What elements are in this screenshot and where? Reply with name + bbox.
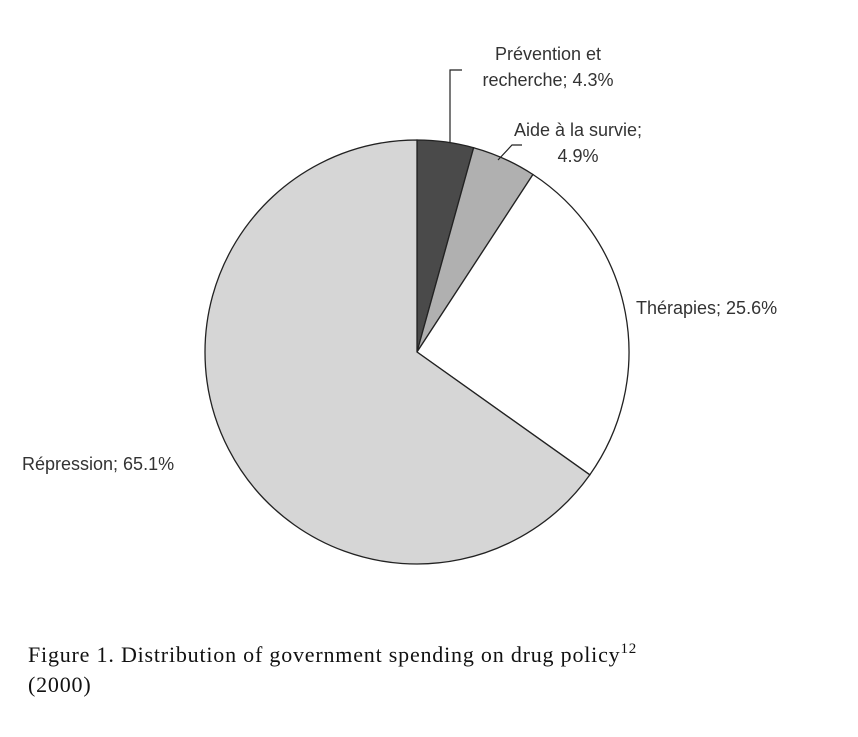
leader-line-1 xyxy=(497,144,522,161)
slice-repression xyxy=(204,139,591,565)
slice-label-line: Prévention et xyxy=(495,44,601,64)
slice-label-line: 4.9% xyxy=(557,146,598,166)
pie-chart: Prévention et recherche; 4.3% Aide à la su… xyxy=(22,44,777,565)
slice-therapies xyxy=(416,173,630,476)
slice-label-line: Répression; 65.1% xyxy=(22,454,174,474)
slice-label-line: Aide à la survie; xyxy=(514,120,642,140)
figure-caption: Figure 1. Distribution of government spe… xyxy=(28,640,828,700)
slice-label-1: Aide à la survie; 4.9% xyxy=(514,120,642,166)
slice-label-line: recherche; 4.3% xyxy=(482,70,613,90)
caption-year: (2000) xyxy=(28,672,92,697)
slice-label-3: Répression; 65.1% xyxy=(22,454,174,474)
slice-label-line: Thérapies; 25.6% xyxy=(636,298,777,318)
slice-label-0: Prévention et recherche; 4.3% xyxy=(482,44,613,90)
leader-line-0 xyxy=(449,69,462,142)
caption-footnote-ref: 12 xyxy=(620,641,638,657)
slice-label-2: Thérapies; 25.6% xyxy=(636,298,777,318)
caption-text: Figure 1. Distribution of government spe… xyxy=(28,642,621,667)
